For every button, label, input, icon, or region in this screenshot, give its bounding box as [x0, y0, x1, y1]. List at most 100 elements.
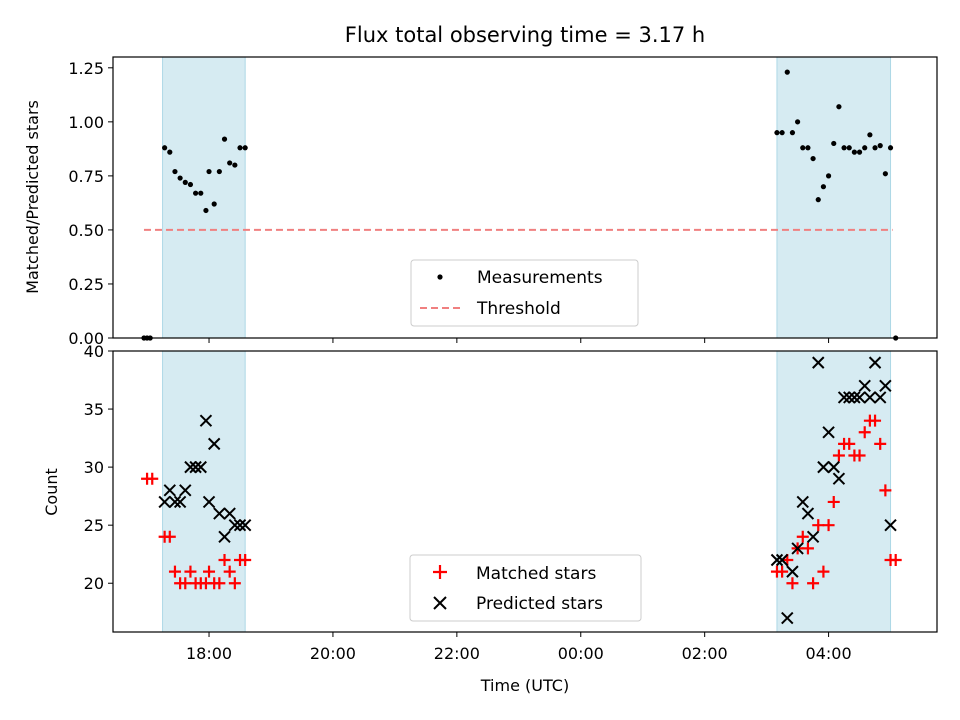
predicted-star-point: [207, 437, 221, 451]
measurement-point: [795, 119, 801, 125]
matched-star-point: [239, 554, 252, 567]
measurement-point: [198, 190, 204, 196]
measurement-point: [800, 145, 806, 151]
measurement-point: [221, 136, 228, 142]
predicted-star-point: [179, 484, 192, 497]
measurement-point: [774, 130, 780, 136]
measurement-point: [162, 145, 168, 151]
predicted-legend-label: Predicted stars: [476, 594, 603, 614]
measurement-point: [810, 155, 816, 162]
measurement-point: [831, 140, 837, 147]
predicted-star-point: [843, 391, 856, 404]
count-y-tick-label: 20: [84, 574, 104, 593]
predicted-legend-marker: [433, 596, 447, 610]
predicted-star-point: [791, 542, 804, 555]
matched-star-point: [184, 565, 197, 578]
measurement-point: [836, 104, 842, 110]
ratio-y-tick-label: 0.25: [68, 275, 104, 294]
predicted-star-point: [806, 530, 820, 543]
count-legend-box: [409, 554, 642, 622]
predicted-star-point: [194, 460, 207, 474]
matched-star-point: [218, 554, 231, 567]
measurement-point: [242, 145, 248, 151]
predicted-star-point: [837, 391, 851, 404]
count-legend: Matched stars Predicted stars: [409, 554, 642, 622]
measurement-point: [867, 132, 873, 138]
measurement-point: [862, 145, 868, 151]
threshold-legend-label: Threshold: [476, 299, 561, 319]
measurement-point: [203, 207, 209, 214]
predicted-star-point: [189, 460, 202, 474]
matched-star-point: [822, 519, 835, 532]
predicted-star-point: [868, 356, 882, 369]
ratio-legend-box: [410, 259, 639, 327]
count-y-tick-label: 35: [84, 400, 104, 419]
x-tick-label: 04:00: [806, 644, 852, 663]
measurement-point: [211, 201, 217, 207]
predicted-star-point: [199, 414, 213, 427]
count-observing-window: [162, 350, 246, 633]
predicted-star-point: [238, 518, 252, 532]
ratio-y-axis-label: Matched/Predicted stars: [23, 100, 42, 294]
matched-star-point: [879, 484, 892, 497]
predicted-star-point: [781, 611, 794, 625]
measurement-point: [779, 130, 785, 136]
predicted-star-point: [786, 565, 799, 578]
matched-star-point: [786, 577, 799, 590]
matched-star-point: [228, 577, 241, 590]
matched-star-point: [146, 472, 159, 485]
count-y-axis-label: Count: [42, 468, 61, 516]
measurement-point: [846, 145, 852, 151]
predicted-star-point: [228, 518, 242, 532]
measurement-point: [172, 168, 178, 175]
matched-star-point: [843, 437, 856, 450]
measurement-point: [841, 145, 847, 151]
measurement-point: [877, 143, 883, 149]
matched-star-point: [203, 565, 216, 578]
ratio-panel: 0.00 0.25 0.50 0.75 1.00 1.25 Matched/Predict…: [23, 56, 938, 348]
predicted-star-point: [848, 391, 861, 404]
measurement-point: [805, 145, 811, 151]
matched-star-point: [817, 565, 830, 578]
matched-star-point: [874, 437, 887, 450]
measurement-point: [216, 168, 222, 175]
count-y-tick-label: 25: [84, 516, 104, 535]
matched-star-point: [869, 414, 882, 427]
matched-star-point: [796, 530, 809, 543]
matched-legend-marker: [433, 565, 447, 579]
matched-star-point: [776, 565, 789, 578]
matched-star-point: [858, 426, 871, 439]
matched-star-point: [832, 449, 845, 462]
predicted-star-point: [817, 460, 830, 474]
measurement-point: [887, 145, 894, 151]
predicted-star-point: [827, 460, 840, 474]
ratio-observing-window: [776, 56, 892, 339]
predicted-star-point: [879, 379, 892, 393]
matched-star-point: [213, 577, 226, 590]
measurement-point: [825, 173, 832, 179]
x-axis-label: Time (UTC): [480, 676, 569, 695]
measurement-point: [872, 145, 878, 151]
matched-star-point: [853, 449, 866, 462]
predicted-star-point: [223, 507, 236, 520]
measurement-point: [232, 162, 238, 168]
predicted-star-point: [163, 484, 176, 497]
predicted-star-point: [884, 518, 897, 532]
ratio-y-tick-label: 1.00: [68, 113, 104, 132]
x-tick-label: 00:00: [558, 644, 604, 663]
predicted-star-point: [770, 553, 784, 567]
predicted-star-point: [853, 391, 866, 404]
predicted-star-point: [218, 530, 231, 543]
measurement-point: [237, 145, 243, 151]
matched-star-point: [827, 495, 840, 508]
measurement-point: [820, 184, 827, 190]
predicted-star-point: [858, 379, 871, 393]
ratio-plot-frame: [112, 56, 938, 339]
measurement-point: [856, 149, 863, 155]
predicted-star-point: [184, 460, 197, 474]
predicted-star-point: [202, 495, 216, 509]
measurement-point: [789, 130, 796, 136]
ratio-y-tick-label: 0.50: [68, 221, 104, 240]
measurement-point: [227, 160, 233, 166]
measurement-point: [882, 171, 888, 177]
